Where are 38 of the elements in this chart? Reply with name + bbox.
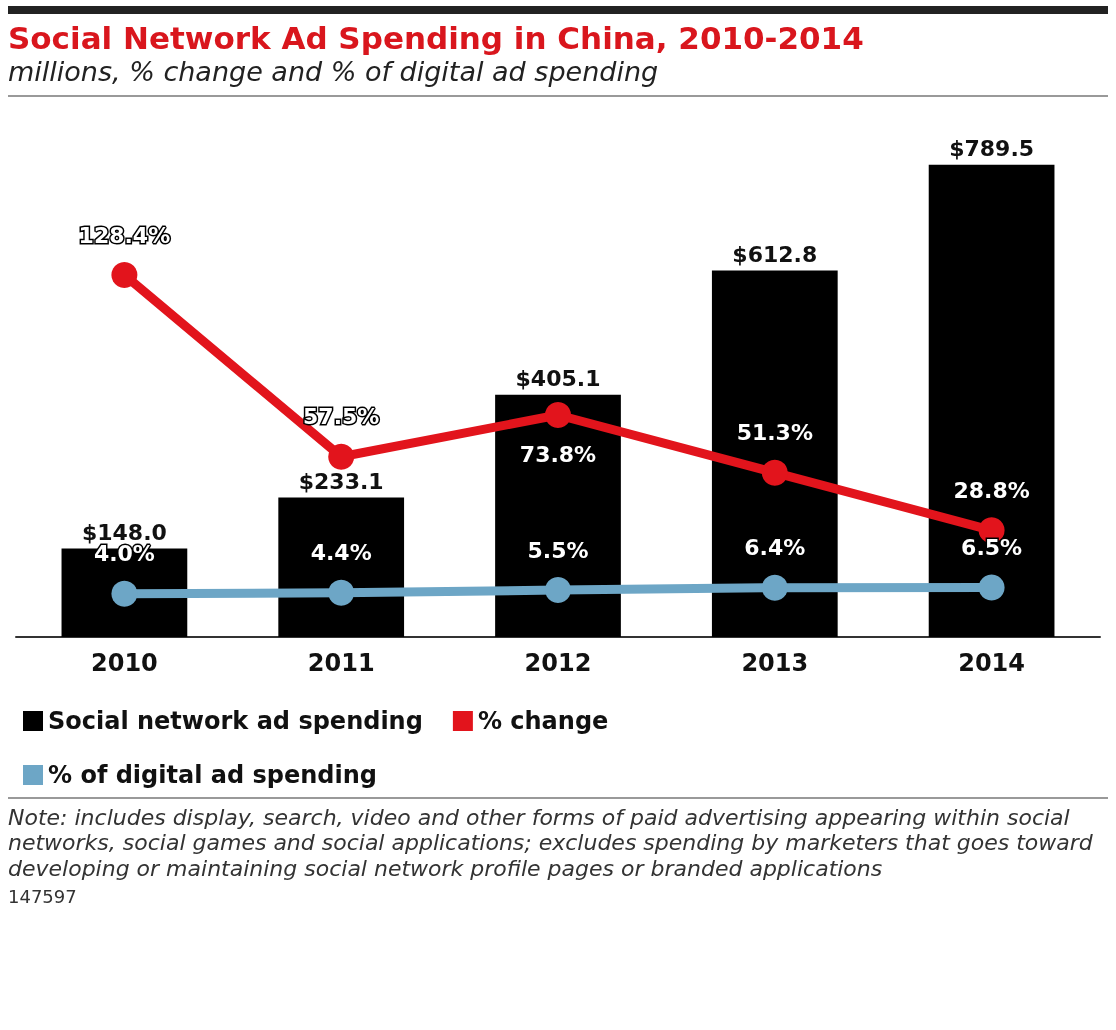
point — [328, 579, 355, 606]
x-tick-label: 2010 — [91, 649, 158, 677]
text: Note: includes display, search, video and other forms of paid advertising appearing within social networks, social games and social applications; excludes spending by marketers that goes toward developing or maintaining social network profile pages or branded applications — [8, 805, 1094, 881]
bar — [278, 497, 405, 637]
point — [545, 401, 571, 428]
bar — [928, 164, 1055, 637]
data-label: $148.0 — [81, 519, 167, 545]
x-tick-label: 2012 — [524, 649, 592, 677]
data-label: $612.8 — [732, 241, 818, 267]
data-label: $405.1 — [515, 366, 601, 392]
data-label: 4.4% — [310, 540, 372, 566]
point — [545, 577, 571, 603]
x-tick-label: 2013 — [741, 649, 809, 677]
chart-title: Social Network Ad Spending in China, 2010-2014 — [8, 20, 865, 56]
bar — [711, 270, 838, 637]
legend-label: Social network ad spending — [48, 707, 423, 735]
data-label: $789.5 — [949, 136, 1035, 162]
data-label: 51.3% — [736, 420, 813, 446]
x-tick-label: 2011 — [307, 649, 375, 677]
data-label: 6.4% — [744, 535, 806, 561]
point — [111, 580, 138, 607]
data-label: 5.5% — [527, 537, 589, 563]
point — [761, 574, 788, 601]
data-label: 73.8% — [519, 442, 597, 468]
legend-label: % of digital ad spending — [48, 761, 377, 789]
data-label: 6.5% — [961, 534, 1023, 560]
legend-label: % change — [477, 707, 609, 735]
point — [328, 443, 355, 470]
chart-subtitle: millions, % change and % of digital ad spending — [8, 56, 1108, 97]
data-label: 28.8% — [953, 477, 1030, 503]
data-label: 57.5% — [303, 404, 380, 430]
point — [978, 574, 1005, 601]
text: 147597 — [8, 885, 78, 908]
data-label: $233.1 — [298, 469, 384, 495]
x-tick-label: 2014 — [958, 649, 1025, 677]
data-label: 128.4% — [78, 222, 171, 248]
point — [111, 262, 138, 289]
point — [761, 459, 788, 486]
